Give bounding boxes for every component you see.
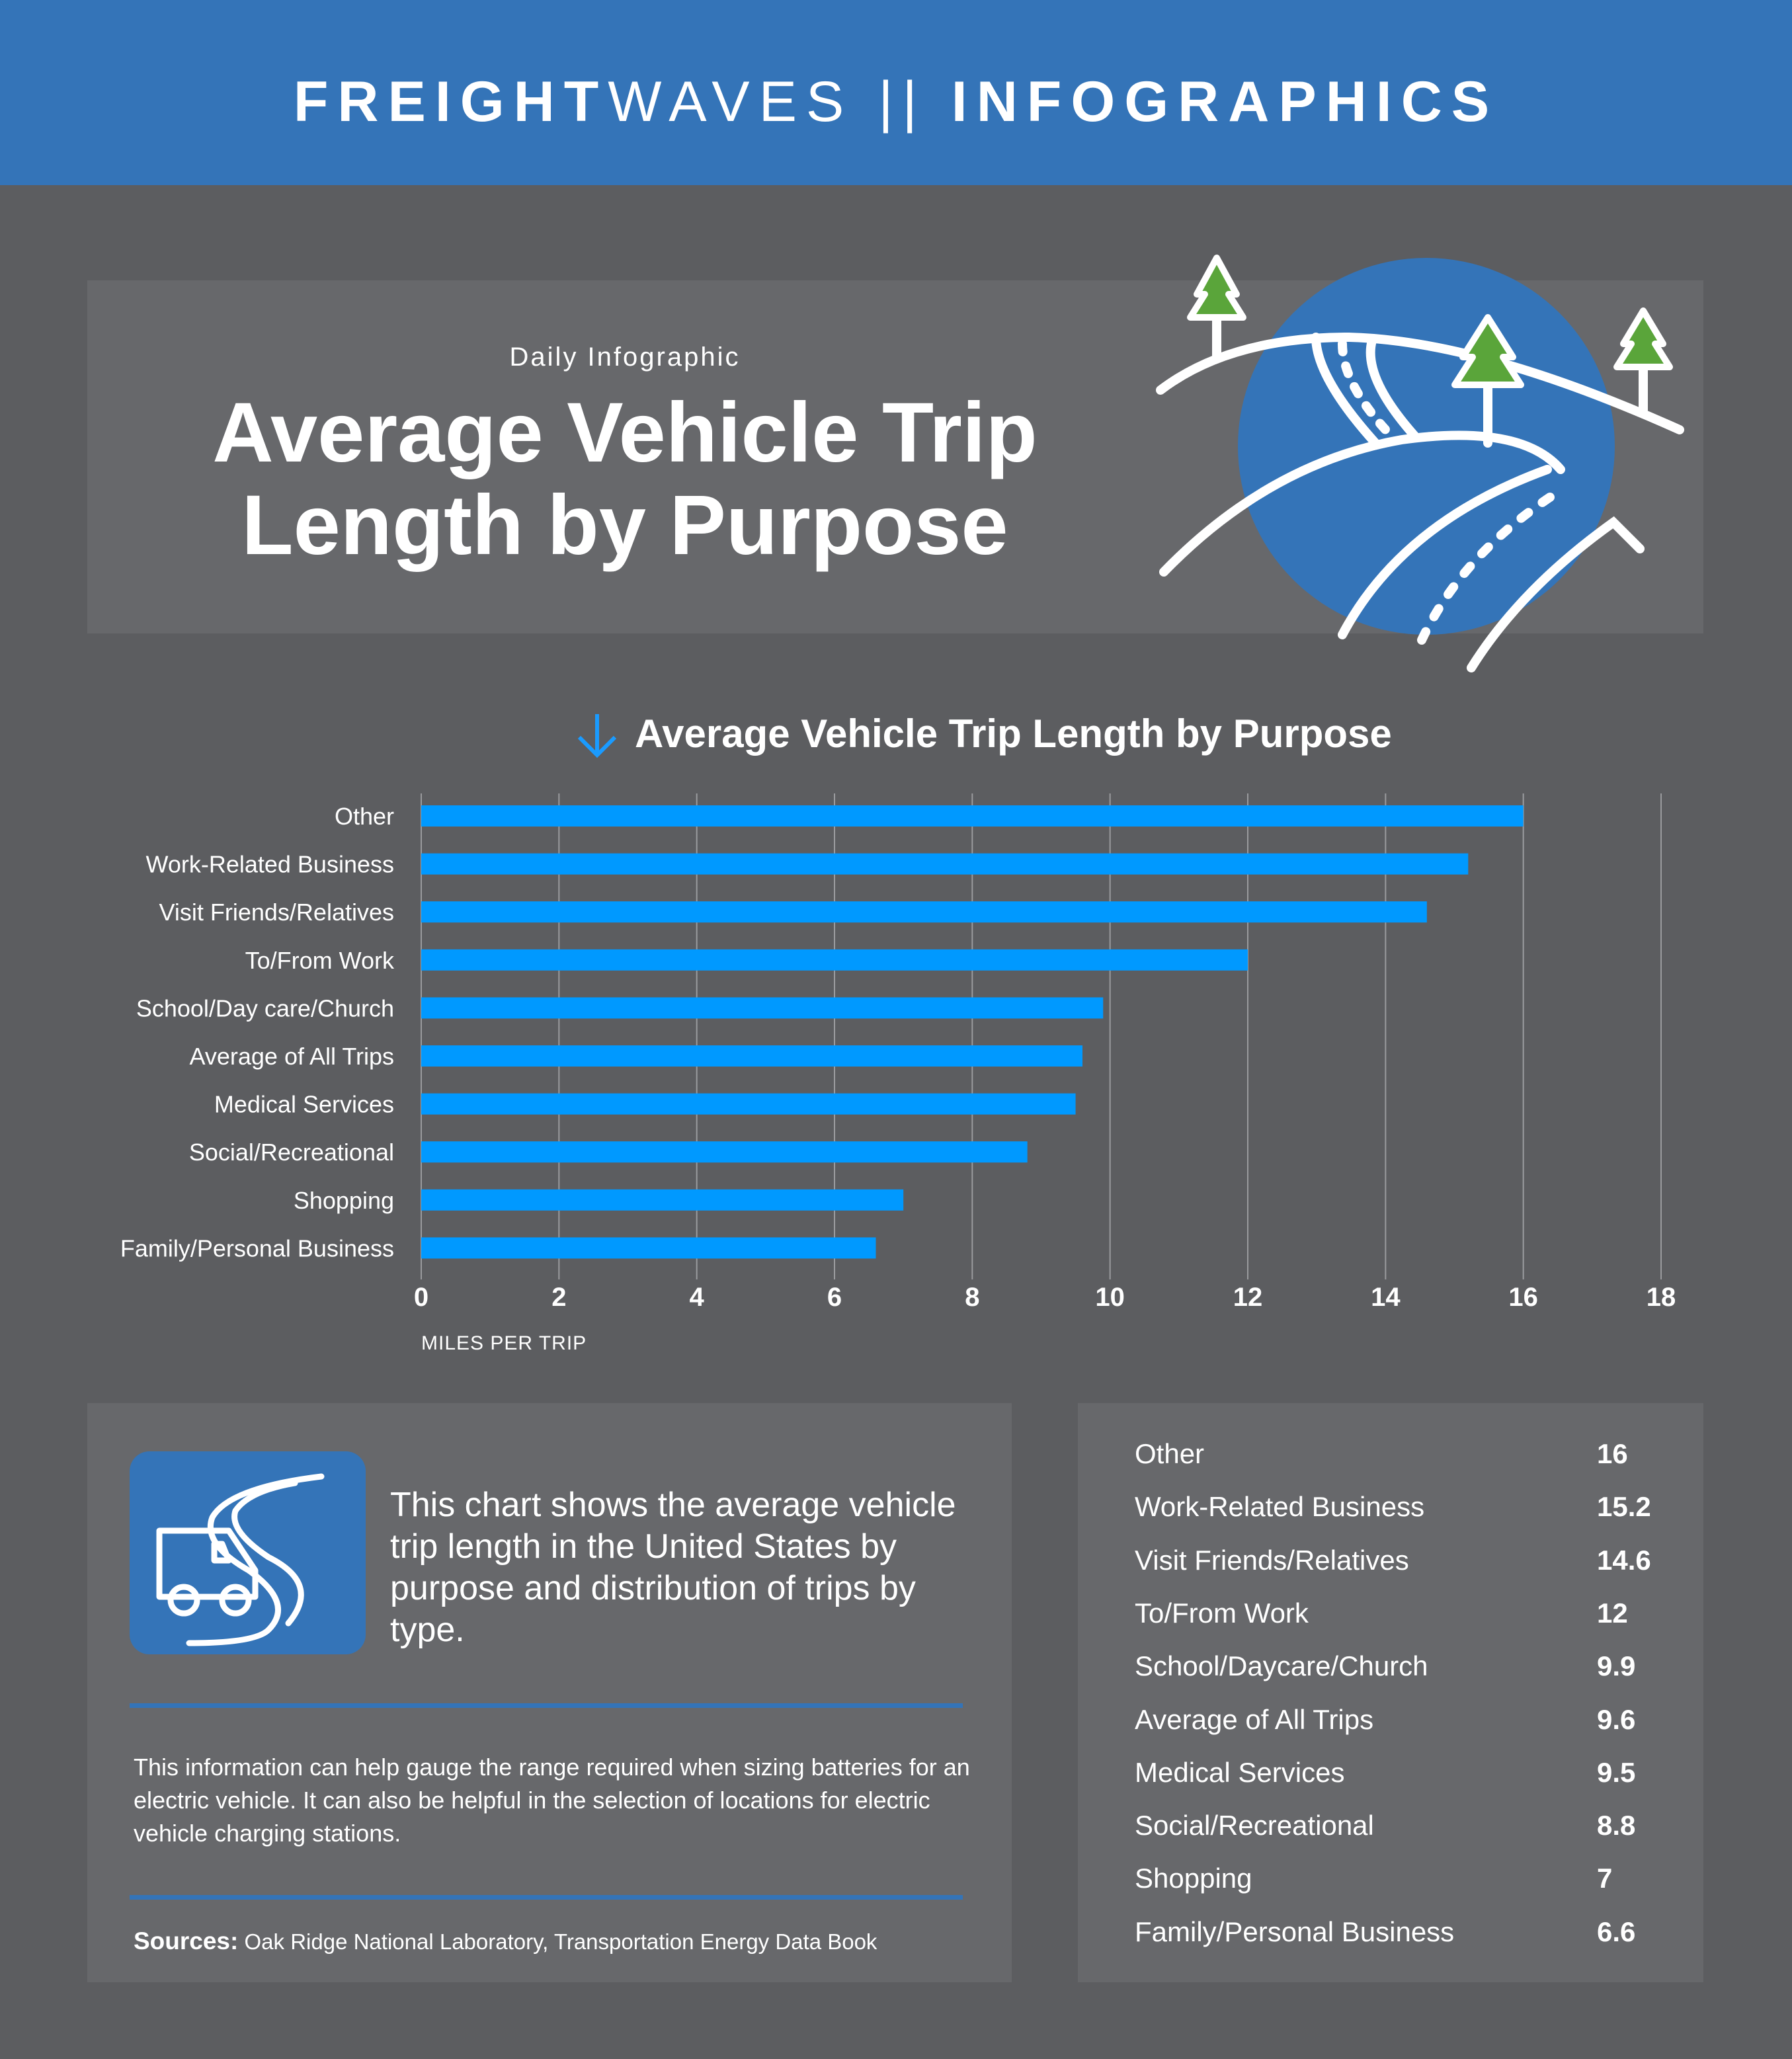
row-value: 6.6 [1597,1916,1636,1947]
bar [421,997,1104,1019]
category-label: To/From Work [245,947,395,974]
brand-separator: || [878,70,926,134]
table-row: Medical Services 9.5 [1135,1757,1657,1789]
brand-title: FREIGHTWAVES || INFOGRAPHICS [0,69,1792,135]
brand-light: WAVES [608,70,854,134]
row-value: 8.8 [1597,1810,1636,1841]
row-label: Other [1135,1438,1205,1469]
bar-chart: 0 2 4 6 8 10 12 14 16 18 Other Work-Related Busines… [120,793,1676,1312]
row-value: 15.2 [1597,1491,1651,1523]
row-value: 12 [1597,1597,1628,1629]
row-label: Average of All Trips [1135,1703,1374,1735]
road-hills-illustration [1156,255,1684,672]
table-row: Visit Friends/Relatives 14.6 [1135,1545,1657,1576]
x-tick-label: 14 [1371,1283,1401,1312]
table-row: To/From Work 12 [1135,1597,1657,1629]
row-label: To/From Work [1135,1597,1309,1629]
category-label: Visit Friends/Relatives [159,899,394,926]
row-value: 7 [1597,1863,1613,1894]
row-value: 9.6 [1597,1703,1636,1735]
category-label: Social/Recreational [189,1139,394,1166]
x-tick-label: 10 [1095,1283,1125,1312]
header-bar [0,0,1792,185]
sources-label: Sources: [134,1927,239,1955]
bar [421,901,1427,923]
row-label: Work-Related Business [1135,1491,1425,1523]
bar [421,1237,876,1259]
brand-section: INFOGRAPHICS [951,70,1499,134]
row-label: Shopping [1135,1863,1252,1894]
table-row: Family/Personal Business 6.6 [1135,1916,1657,1948]
table-row: School/Daycare/Church 9.9 [1135,1650,1657,1682]
category-label: Work-Related Business [146,851,395,878]
brand-bold: FREIGHT [293,70,608,134]
category-label: Shopping [294,1187,394,1214]
category-label: Average of All Trips [190,1043,395,1070]
bar [421,1093,1076,1115]
x-tick-label: 12 [1233,1283,1263,1312]
row-label: Visit Friends/Relatives [1135,1544,1409,1576]
bar [421,1045,1082,1067]
x-axis-label: MILES PER TRIP [421,1332,587,1354]
row-value: 9.9 [1597,1650,1636,1682]
x-tick-label: 18 [1647,1283,1676,1312]
kicker: Daily Infographic [509,343,741,372]
category-label: Medical Services [214,1091,394,1118]
row-value: 16 [1597,1438,1628,1469]
table-row: Average of All Trips 9.6 [1135,1704,1657,1736]
category-label: Family/Personal Business [120,1234,394,1262]
bar [421,853,1469,875]
table-row: Shopping 7 [1135,1863,1657,1894]
arrow-down-icon [577,714,617,758]
row-label: School/Daycare/Church [1135,1650,1428,1682]
divider [130,1895,963,1900]
sources: Sources: Oak Ridge National Laboratory, … [134,1927,877,1955]
x-tick-label: 4 [690,1283,705,1312]
bar [421,949,1248,971]
table-row: Social/Recreational 8.8 [1135,1810,1657,1841]
values-table [1078,1403,1703,1982]
table-row: Work-Related Business 15.2 [1135,1491,1657,1523]
x-tick-label: 16 [1508,1283,1538,1312]
category-label: School/Day care/Church [136,994,394,1022]
page-title: Average Vehicle Trip Length by Purpose [106,387,1144,572]
bar [421,1141,1028,1163]
x-tick-label: 6 [827,1283,842,1312]
lead-text: This chart shows the average vehicle tri… [390,1486,956,1649]
bar [421,805,1524,827]
sources-text: Oak Ridge National Laboratory, Transport… [244,1929,877,1954]
divider [130,1703,963,1708]
x-tick-label: 0 [414,1283,428,1312]
bar [421,1189,904,1211]
table-row: Other 16 [1135,1438,1657,1470]
title-line-2: Length by Purpose [241,478,1008,573]
row-label: Social/Recreational [1135,1810,1374,1841]
row-label: Family/Personal Business [1135,1916,1455,1947]
x-tick-label: 8 [965,1283,979,1312]
row-value: 14.6 [1597,1544,1651,1576]
truck-road-icon [130,1451,366,1654]
chart-title: Average Vehicle Trip Length by Purpose [635,711,1392,756]
x-tick-label: 2 [551,1283,566,1312]
row-value: 9.5 [1597,1756,1636,1788]
circle-icon [1238,258,1615,635]
title-line-1: Average Vehicle Trip [212,385,1038,480]
row-label: Medical Services [1135,1756,1345,1788]
info-paragraph: This information can help gauge the rang… [134,1754,970,1847]
category-label: Other [335,803,394,830]
